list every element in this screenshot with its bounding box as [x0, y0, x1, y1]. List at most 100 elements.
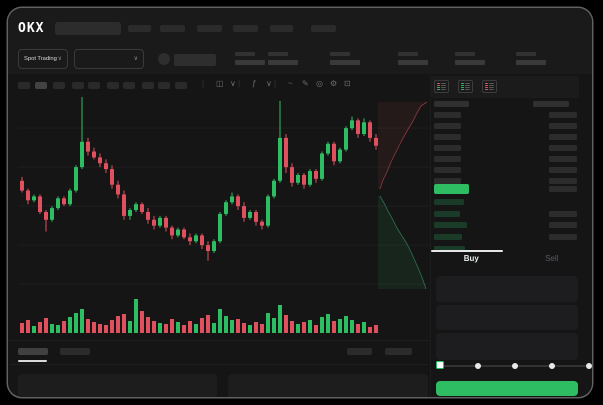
candle-down: [104, 163, 108, 170]
order-input[interactable]: [436, 305, 578, 330]
candle-down: [20, 180, 24, 191]
ticker-stat-label: [455, 52, 475, 56]
bottom-panel: [8, 340, 430, 397]
market-type-dropdown[interactable]: Spot Trading ∨: [18, 49, 68, 69]
search-input[interactable]: [55, 22, 121, 35]
ask-price[interactable]: [434, 134, 461, 140]
candle-up: [308, 171, 312, 185]
candle-style-icon[interactable]: ◫: [216, 79, 224, 88]
ask-price[interactable]: [434, 178, 461, 184]
volume-bar: [314, 325, 318, 333]
coin-icon: [158, 53, 170, 65]
volume-bar: [170, 319, 174, 333]
ask-price[interactable]: [434, 167, 461, 173]
ask-amount: [549, 145, 577, 151]
icon-line: [489, 84, 494, 87]
ask-price[interactable]: [434, 123, 461, 129]
nav-item[interactable]: [197, 25, 222, 32]
candle-up: [350, 120, 354, 129]
nav-item[interactable]: [128, 25, 151, 32]
ask-amount: [549, 112, 577, 118]
bid-price[interactable]: [434, 245, 465, 252]
book-combined-icon[interactable]: [434, 80, 449, 93]
curve-icon[interactable]: ~: [288, 79, 293, 88]
depth-asks-line: [379, 101, 428, 190]
candle-down: [284, 137, 288, 168]
timeframe-button[interactable]: [142, 82, 154, 89]
candle-up: [212, 241, 216, 251]
nav-item[interactable]: [311, 25, 336, 32]
timeframe-button[interactable]: [158, 82, 170, 89]
icon-line: [489, 86, 494, 89]
candle-up: [158, 217, 162, 226]
slider-stop[interactable]: [512, 363, 518, 369]
bid-price[interactable]: [434, 222, 467, 229]
order-input[interactable]: [436, 333, 578, 360]
bottom-action-button[interactable]: [385, 348, 412, 355]
ticker-stat-value: [235, 60, 265, 65]
buy-button[interactable]: [436, 381, 578, 396]
ask-amount: [549, 123, 577, 129]
bid-price[interactable]: [434, 199, 464, 205]
okx-logo[interactable]: OKX: [18, 21, 45, 36]
tab-sell[interactable]: Sell: [545, 254, 559, 263]
icon-row: [437, 84, 446, 87]
timeframe-button[interactable]: [18, 82, 30, 89]
icon-line: [441, 84, 446, 87]
slider-stop[interactable]: [475, 363, 481, 369]
slider-stop[interactable]: [549, 363, 555, 369]
nav-item[interactable]: [160, 25, 185, 32]
timeframe-button[interactable]: [35, 82, 47, 89]
indicators-icon[interactable]: ƒ: [252, 79, 257, 88]
icon-line: [489, 88, 494, 91]
candle-down: [86, 141, 90, 152]
candlestick-chart[interactable]: [18, 95, 430, 340]
ask-price[interactable]: [434, 145, 461, 151]
candle-up: [176, 229, 180, 236]
nav-item[interactable]: [270, 25, 293, 32]
snapshot-icon[interactable]: ◎: [316, 79, 323, 88]
bottom-tab[interactable]: [60, 348, 90, 355]
active-tab-indicator: [431, 250, 503, 252]
timeframe-button[interactable]: [175, 82, 187, 89]
candle-down: [374, 137, 378, 146]
nav-item[interactable]: [233, 25, 258, 32]
slider-stop[interactable]: [436, 361, 444, 369]
book-bids-only-icon[interactable]: [458, 80, 473, 93]
icon-line: [465, 82, 470, 84]
toolbar-separator: |: [202, 79, 205, 88]
candle-down: [254, 212, 258, 222]
ask-price[interactable]: [434, 156, 461, 162]
settings-icon[interactable]: ⚙: [330, 79, 338, 88]
draw-icon[interactable]: ✎: [302, 79, 309, 88]
order-input[interactable]: [436, 276, 578, 302]
icon-cell: [437, 88, 440, 91]
tab-buy[interactable]: Buy: [463, 254, 479, 263]
ticker-stat-value: [268, 60, 298, 65]
candle-up: [248, 212, 252, 218]
book-asks-only-icon[interactable]: [482, 80, 497, 93]
bid-price[interactable]: [434, 234, 462, 241]
timeframe-button[interactable]: [123, 82, 135, 89]
pair-selector-dropdown[interactable]: ∨: [74, 49, 144, 69]
timeframe-button[interactable]: [107, 82, 119, 89]
volume-bar: [302, 322, 306, 333]
market-type-label: Spot Trading: [24, 56, 57, 62]
ask-amount: [549, 156, 577, 162]
bottom-action-button[interactable]: [347, 348, 372, 355]
chevron-down-icon[interactable]: ∨: [230, 79, 236, 88]
timeframe-button[interactable]: [53, 82, 65, 89]
ask-price[interactable]: [434, 112, 461, 118]
fullscreen-icon[interactable]: ⊡: [344, 79, 351, 88]
chevron-down-icon[interactable]: ∨: [266, 79, 272, 88]
bid-price[interactable]: [434, 210, 460, 217]
slider-stop[interactable]: [586, 363, 592, 369]
timeframe-button[interactable]: [88, 82, 100, 89]
ask-amount: [549, 178, 577, 184]
chevron-down-icon: ∨: [133, 56, 138, 62]
last-price-bar[interactable]: [434, 184, 469, 194]
ticker-stat-label: [330, 52, 350, 56]
timeframe-button[interactable]: [72, 82, 84, 89]
ask-amount: [549, 134, 577, 140]
bottom-tab[interactable]: [18, 348, 48, 355]
